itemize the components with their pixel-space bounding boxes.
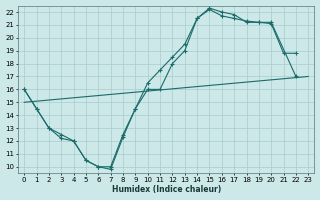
X-axis label: Humidex (Indice chaleur): Humidex (Indice chaleur) bbox=[112, 185, 221, 194]
